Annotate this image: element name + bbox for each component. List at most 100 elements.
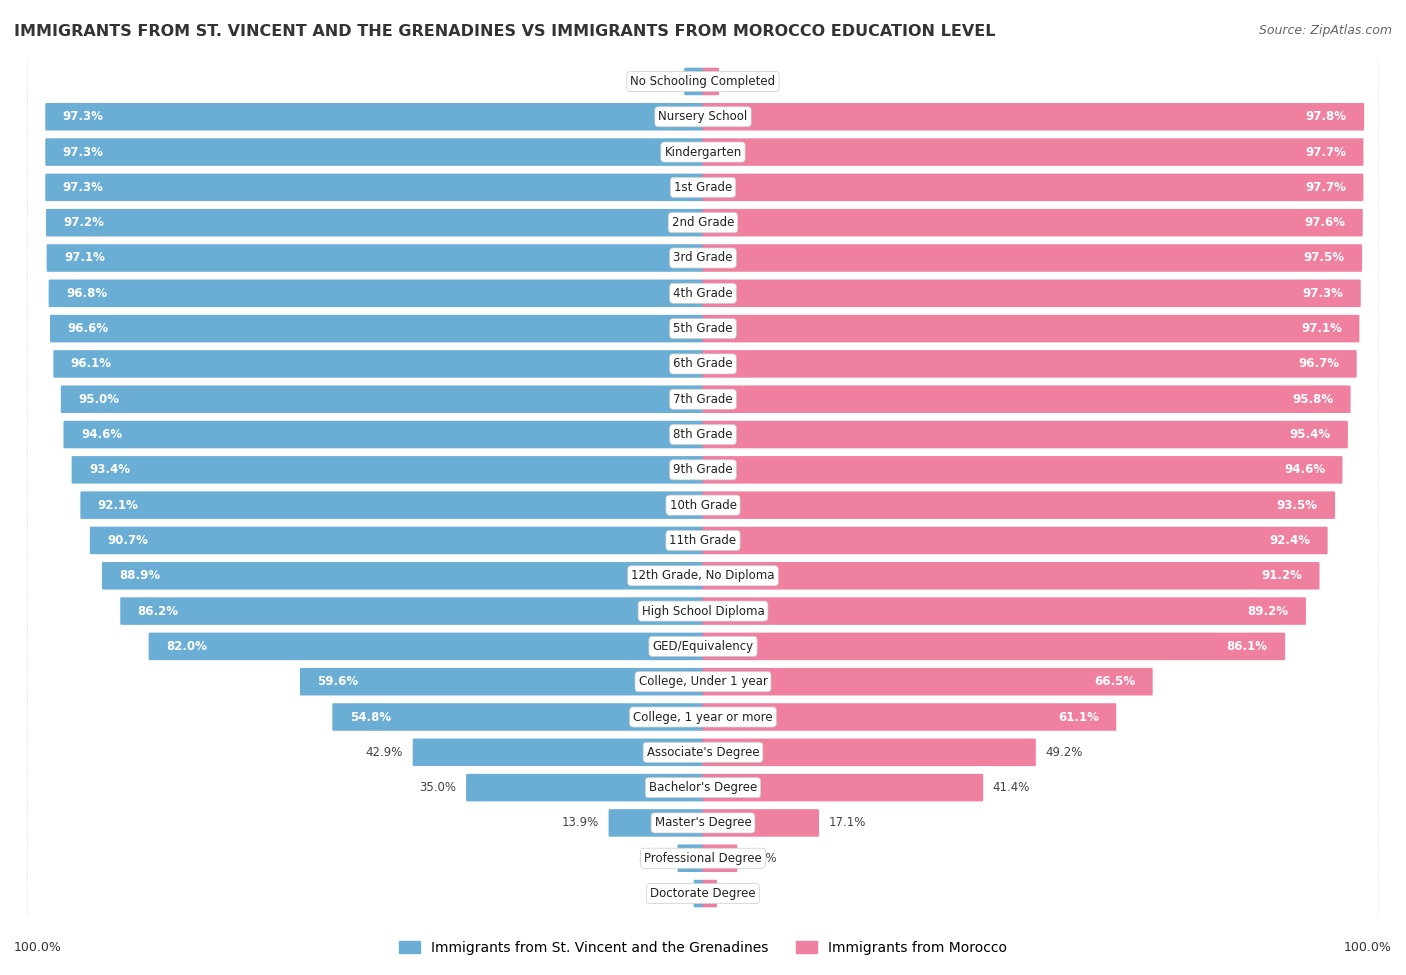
Text: College, Under 1 year: College, Under 1 year (638, 676, 768, 688)
FancyBboxPatch shape (28, 586, 1378, 636)
FancyBboxPatch shape (703, 738, 1036, 766)
FancyBboxPatch shape (609, 809, 703, 837)
Text: Doctorate Degree: Doctorate Degree (650, 887, 756, 900)
Text: 5th Grade: 5th Grade (673, 322, 733, 335)
FancyBboxPatch shape (413, 738, 703, 766)
Text: 1.3%: 1.3% (654, 887, 685, 900)
FancyBboxPatch shape (703, 844, 737, 872)
FancyBboxPatch shape (332, 703, 703, 731)
Text: 66.5%: 66.5% (1094, 676, 1135, 688)
Text: 93.4%: 93.4% (89, 463, 129, 477)
Text: 35.0%: 35.0% (419, 781, 457, 794)
Text: 2.7%: 2.7% (645, 75, 675, 88)
Text: 91.2%: 91.2% (1261, 569, 1302, 582)
FancyBboxPatch shape (28, 692, 1378, 742)
FancyBboxPatch shape (703, 809, 820, 837)
FancyBboxPatch shape (103, 562, 703, 590)
Text: 49.2%: 49.2% (1046, 746, 1083, 759)
Text: College, 1 year or more: College, 1 year or more (633, 711, 773, 723)
FancyBboxPatch shape (28, 196, 1378, 250)
Text: 96.7%: 96.7% (1298, 358, 1340, 370)
FancyBboxPatch shape (28, 268, 1378, 319)
FancyBboxPatch shape (703, 385, 1351, 413)
FancyBboxPatch shape (28, 337, 1378, 391)
FancyBboxPatch shape (703, 491, 1336, 519)
Text: 97.7%: 97.7% (1305, 181, 1346, 194)
Text: 7th Grade: 7th Grade (673, 393, 733, 406)
Text: 97.7%: 97.7% (1305, 145, 1346, 159)
Text: 8th Grade: 8th Grade (673, 428, 733, 441)
FancyBboxPatch shape (63, 421, 703, 448)
FancyBboxPatch shape (28, 233, 1378, 283)
Text: 97.6%: 97.6% (1305, 216, 1346, 229)
Text: 100.0%: 100.0% (1344, 941, 1392, 955)
Text: 59.6%: 59.6% (318, 676, 359, 688)
Text: 89.2%: 89.2% (1247, 604, 1288, 617)
Text: 4th Grade: 4th Grade (673, 287, 733, 299)
FancyBboxPatch shape (28, 479, 1378, 532)
Text: 88.9%: 88.9% (120, 569, 160, 582)
FancyBboxPatch shape (703, 421, 1348, 448)
Text: 41.4%: 41.4% (993, 781, 1031, 794)
Text: IMMIGRANTS FROM ST. VINCENT AND THE GRENADINES VS IMMIGRANTS FROM MOROCCO EDUCAT: IMMIGRANTS FROM ST. VINCENT AND THE GREN… (14, 24, 995, 39)
FancyBboxPatch shape (28, 551, 1378, 601)
Text: 13.9%: 13.9% (562, 816, 599, 830)
Text: 97.8%: 97.8% (1306, 110, 1347, 123)
FancyBboxPatch shape (703, 703, 1116, 731)
FancyBboxPatch shape (49, 280, 703, 307)
FancyBboxPatch shape (28, 480, 1378, 530)
Text: 100.0%: 100.0% (14, 941, 62, 955)
Text: Nursery School: Nursery School (658, 110, 748, 123)
FancyBboxPatch shape (465, 774, 703, 801)
FancyBboxPatch shape (28, 127, 1378, 177)
FancyBboxPatch shape (149, 633, 703, 660)
FancyBboxPatch shape (703, 103, 1364, 131)
FancyBboxPatch shape (28, 161, 1378, 214)
FancyBboxPatch shape (53, 350, 703, 377)
FancyBboxPatch shape (28, 690, 1378, 744)
Text: Associate's Degree: Associate's Degree (647, 746, 759, 759)
FancyBboxPatch shape (703, 633, 1285, 660)
FancyBboxPatch shape (90, 526, 703, 554)
FancyBboxPatch shape (28, 797, 1378, 850)
Text: 96.8%: 96.8% (66, 287, 107, 299)
Text: 82.0%: 82.0% (166, 640, 207, 653)
FancyBboxPatch shape (45, 174, 703, 201)
FancyBboxPatch shape (703, 315, 1360, 342)
FancyBboxPatch shape (28, 302, 1378, 356)
FancyBboxPatch shape (28, 834, 1378, 883)
FancyBboxPatch shape (28, 514, 1378, 567)
FancyBboxPatch shape (28, 443, 1378, 496)
Text: Bachelor's Degree: Bachelor's Degree (650, 781, 756, 794)
FancyBboxPatch shape (703, 562, 1320, 590)
FancyBboxPatch shape (28, 760, 1378, 814)
FancyBboxPatch shape (28, 655, 1378, 709)
FancyBboxPatch shape (28, 339, 1378, 389)
FancyBboxPatch shape (28, 619, 1378, 673)
Text: 92.4%: 92.4% (1270, 534, 1310, 547)
FancyBboxPatch shape (46, 209, 703, 237)
FancyBboxPatch shape (28, 445, 1378, 495)
FancyBboxPatch shape (703, 67, 718, 96)
Text: No Schooling Completed: No Schooling Completed (630, 75, 776, 88)
FancyBboxPatch shape (678, 844, 703, 872)
FancyBboxPatch shape (703, 209, 1362, 237)
FancyBboxPatch shape (28, 584, 1378, 638)
FancyBboxPatch shape (80, 491, 703, 519)
FancyBboxPatch shape (28, 656, 1378, 707)
FancyBboxPatch shape (28, 867, 1378, 920)
Text: 97.3%: 97.3% (63, 145, 104, 159)
Text: 93.5%: 93.5% (1277, 498, 1317, 512)
Text: 6th Grade: 6th Grade (673, 358, 733, 370)
FancyBboxPatch shape (28, 57, 1378, 106)
FancyBboxPatch shape (693, 879, 703, 908)
FancyBboxPatch shape (28, 55, 1378, 108)
Text: 92.1%: 92.1% (98, 498, 139, 512)
Text: 97.1%: 97.1% (1301, 322, 1341, 335)
FancyBboxPatch shape (28, 832, 1378, 885)
Text: 2.3%: 2.3% (728, 75, 758, 88)
Text: 95.0%: 95.0% (79, 393, 120, 406)
Text: 95.8%: 95.8% (1292, 393, 1333, 406)
Text: 95.4%: 95.4% (1289, 428, 1330, 441)
FancyBboxPatch shape (28, 725, 1378, 779)
